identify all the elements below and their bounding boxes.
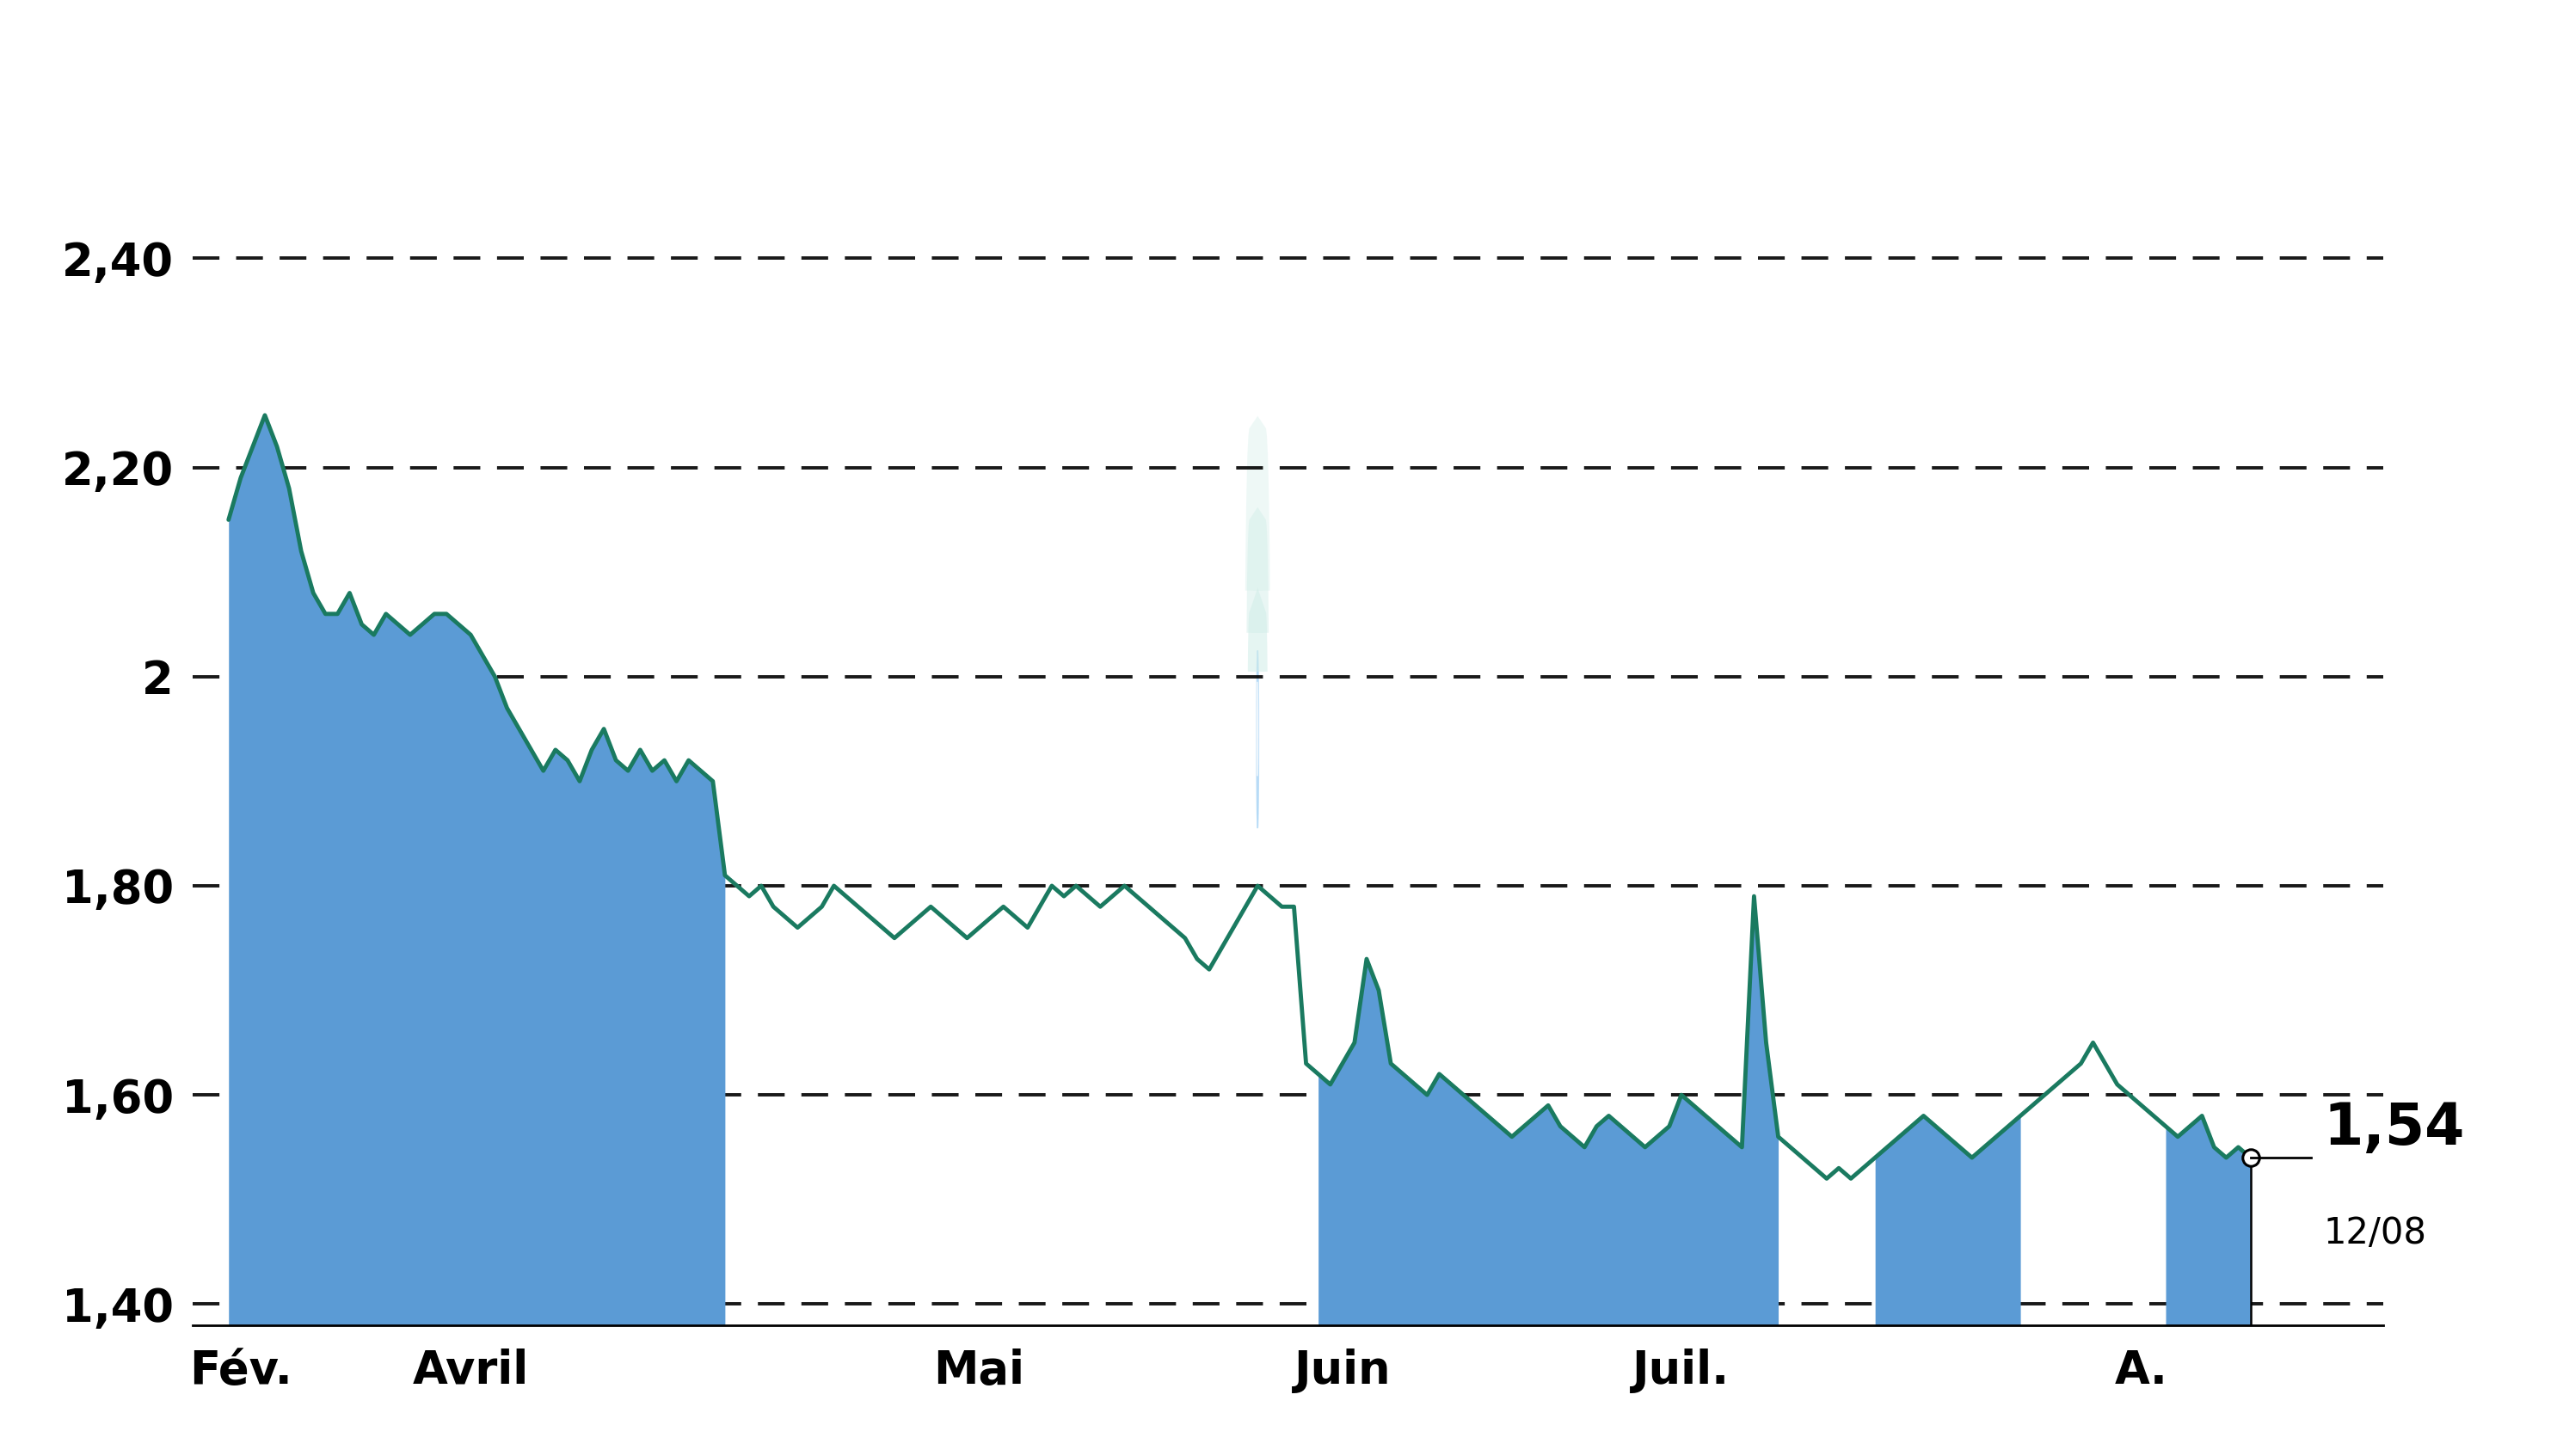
Text: Network-1 Technologies, Inc.: Network-1 Technologies, Inc. <box>523 31 2040 122</box>
Text: 12/08: 12/08 <box>2322 1214 2427 1251</box>
Text: 1,54: 1,54 <box>2322 1099 2466 1156</box>
